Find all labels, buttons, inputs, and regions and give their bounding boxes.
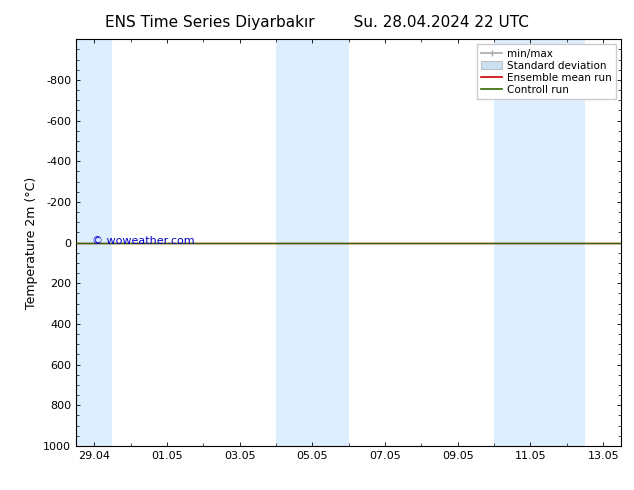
Y-axis label: Temperature 2m (°C): Temperature 2m (°C): [25, 176, 37, 309]
Bar: [76, 39, 112, 446]
Legend: min/max, Standard deviation, Ensemble mean run, Controll run: min/max, Standard deviation, Ensemble me…: [477, 45, 616, 99]
Bar: [276, 39, 294, 446]
Text: © woweather.com: © woweather.com: [93, 236, 195, 245]
Text: ENS Time Series Diyarbakır        Su. 28.04.2024 22 UTC: ENS Time Series Diyarbakır Su. 28.04.202…: [105, 15, 529, 30]
Bar: [294, 39, 349, 446]
Bar: [531, 39, 585, 446]
Bar: [494, 39, 531, 446]
